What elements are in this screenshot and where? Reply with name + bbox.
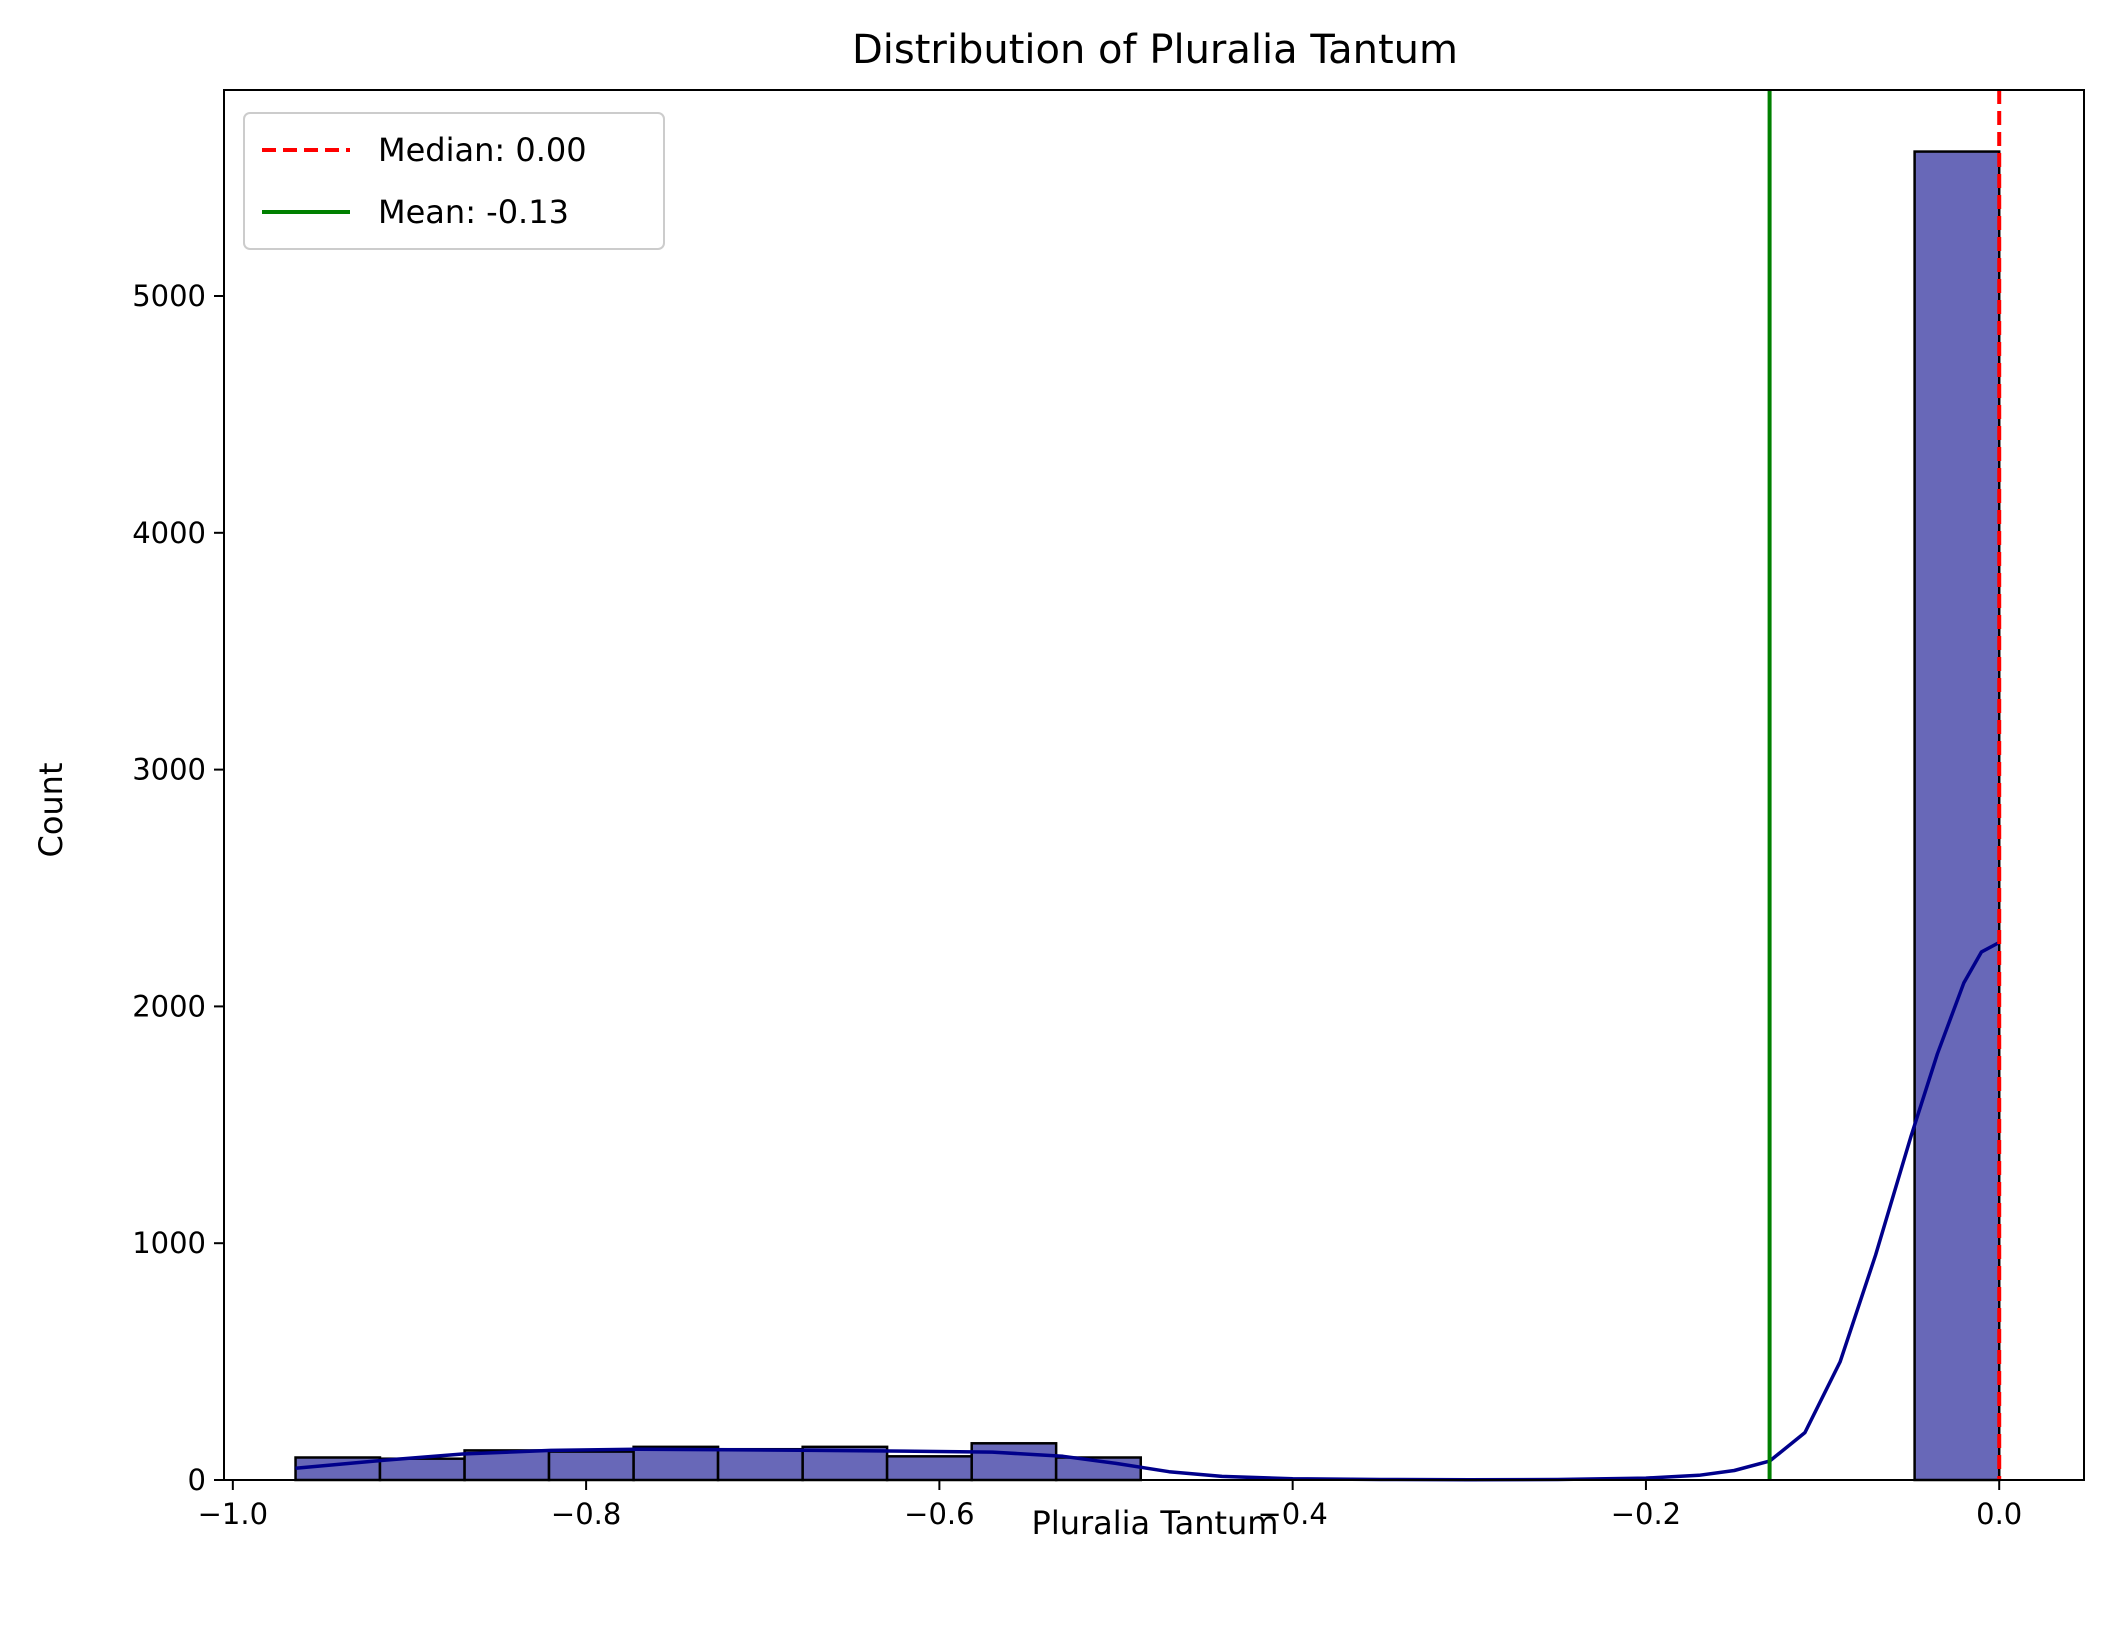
histogram-bar-8 (970, 1442, 1058, 1482)
legend-median-label: Median: 0.00 (378, 131, 587, 169)
x-tick-label-3: −0.4 (1257, 1497, 1327, 1531)
histogram-bar-3 (547, 1450, 635, 1482)
x-tick-label-5: 0.0 (1976, 1497, 2022, 1531)
y-axis-label: Count (32, 762, 70, 857)
y-tick-label-2: 2000 (132, 989, 206, 1023)
x-tick-label-4: −0.2 (1611, 1497, 1681, 1531)
x-tick-label-1: −0.8 (551, 1497, 621, 1531)
y-tick-label-3: 3000 (132, 753, 206, 787)
axes-frame (223, 89, 2085, 1481)
chart-title: Distribution of Pluralia Tantum (852, 27, 1458, 73)
histogram-bar-1 (378, 1457, 466, 1482)
histogram-bar-10 (1913, 150, 2001, 1482)
y-tick-label-0: 0 (188, 1463, 206, 1497)
x-tick-label-2: −0.6 (904, 1497, 974, 1531)
y-tick-label-4: 4000 (132, 516, 206, 550)
legend-mean-label: Mean: -0.13 (378, 193, 569, 231)
histogram-bar-5 (716, 1447, 804, 1482)
histogram-bar-4 (632, 1445, 720, 1482)
y-tick-label-1: 1000 (132, 1226, 206, 1260)
x-axis-label: Pluralia Tantum (1032, 1504, 1279, 1542)
y-tick-label-5: 5000 (132, 279, 206, 313)
plot-area: −1.0 −0.8 −0.6 −0.4 −0.2 0.0 0 1000 2000 3000 4000… (132, 89, 2085, 1531)
legend: Median: 0.00 Mean: -0.13 (243, 112, 665, 250)
histogram-bar-7 (885, 1455, 973, 1482)
x-tick-label-0: −1.0 (198, 1497, 268, 1531)
legend-frame (243, 112, 665, 250)
